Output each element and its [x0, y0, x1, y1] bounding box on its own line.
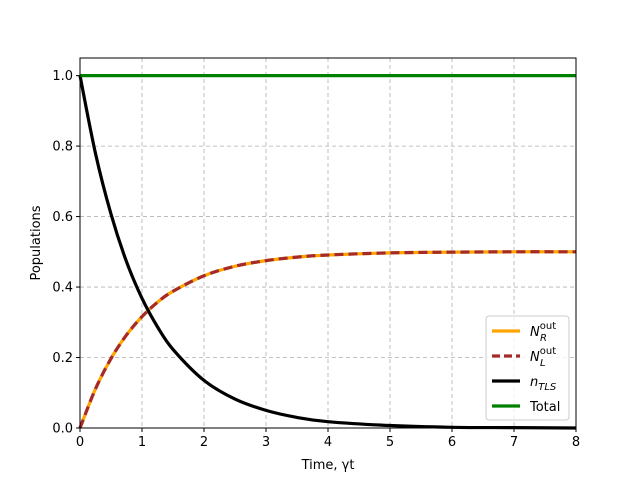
y-axis-ticks: 0.0 0.2 0.4 0.6 0.8 1.0 — [52, 69, 80, 437]
y-tick-label: 0.6 — [52, 210, 73, 225]
legend-box — [485, 315, 570, 421]
x-tick-label: 3 — [262, 435, 270, 450]
series-line-n-l-out — [78, 250, 577, 429]
x-axis-ticks: 0 1 2 3 4 5 6 7 8 — [76, 428, 580, 450]
x-tick-label: 6 — [448, 435, 456, 450]
legend-label: Total — [529, 400, 560, 415]
y-tick-label: 0.0 — [52, 422, 73, 437]
y-tick-label: 0.4 — [52, 281, 73, 296]
x-tick-label: 7 — [510, 435, 518, 450]
plot-lines — [78, 74, 577, 430]
legend-label: Nout L — [530, 346, 556, 369]
x-tick-label: 0 — [76, 435, 84, 450]
legend-label: Nout R — [530, 321, 556, 344]
y-axis-label: Populations — [29, 205, 44, 280]
x-tick-label: 1 — [138, 435, 146, 450]
x-tick-label: 2 — [200, 435, 208, 450]
x-tick-label: 4 — [324, 435, 332, 450]
series-line-n-tls — [78, 75, 577, 430]
x-tick-label: 8 — [572, 435, 580, 450]
legend-label: nTLS — [530, 375, 557, 393]
x-axis-label: Time, γt — [301, 458, 355, 473]
y-tick-label: 0.2 — [52, 351, 73, 366]
y-tick-label: 1.0 — [52, 69, 73, 84]
x-tick-label: 5 — [386, 435, 394, 450]
y-tick-label: 0.8 — [52, 140, 73, 155]
